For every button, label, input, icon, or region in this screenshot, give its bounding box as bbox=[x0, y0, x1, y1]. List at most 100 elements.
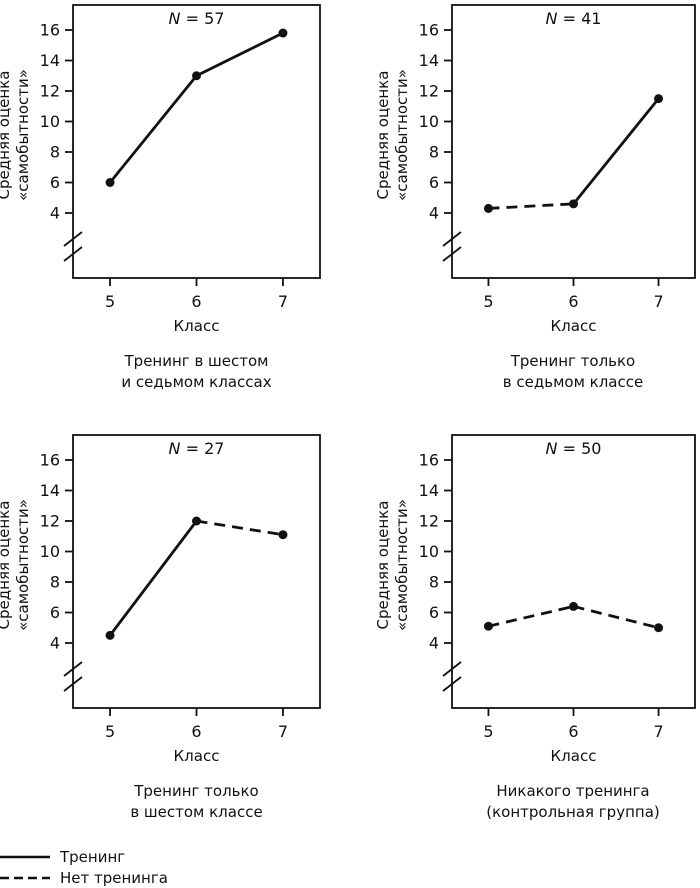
x-tick-label: 7 bbox=[653, 722, 663, 741]
data-point bbox=[105, 178, 115, 187]
y-axis-label-line1: Средняя оценка bbox=[374, 71, 392, 200]
sample-size-label: N = 41 bbox=[546, 9, 602, 28]
y-tick-label: 4 bbox=[50, 634, 60, 653]
axis-break-mark bbox=[63, 246, 83, 262]
y-tick-label: 6 bbox=[429, 173, 439, 192]
y-tick-label: 16 bbox=[419, 451, 439, 470]
panel-training-6th-and-7th: 4 6 8 10 12 14 16 5 6 7 Класс Средняя оценка «самобы… bbox=[0, 0, 350, 392]
caption-line: Тренинг только bbox=[134, 782, 259, 801]
y-tick-label: 4 bbox=[50, 204, 60, 223]
x-axis-label: Класс bbox=[174, 747, 220, 765]
training-segment bbox=[108, 74, 198, 184]
plot-frame bbox=[72, 4, 321, 279]
y-axis-label-line2: «самобытности» bbox=[393, 69, 411, 201]
data-point bbox=[278, 530, 288, 540]
line-chart-no-training-control: 4 6 8 10 12 14 16 5 6 7 Класс Средняя оценка «самобы… bbox=[374, 434, 696, 765]
x-tick-label: 7 bbox=[278, 722, 288, 741]
x-tick-label: 6 bbox=[568, 722, 578, 741]
panel-caption: Никакого тренинга (контрольная группа) bbox=[350, 781, 700, 822]
y-tick-label: 12 bbox=[40, 82, 60, 101]
training-segment bbox=[572, 97, 660, 205]
caption-line: (контрольная группа) bbox=[486, 803, 660, 822]
line-chart-training-6th-only: 4 6 8 10 12 14 16 5 6 7 Класс Средняя оценка «самобы… bbox=[0, 434, 321, 765]
legend: Тренинг Нет тренинга bbox=[0, 847, 700, 888]
data-point bbox=[569, 199, 578, 209]
x-axis-label: Класс bbox=[551, 317, 597, 335]
caption-line: Тренинг только bbox=[510, 352, 636, 370]
x-axis-label: Класс bbox=[551, 747, 597, 765]
x-tick-label: 6 bbox=[568, 292, 578, 311]
x-axis-label: Класс bbox=[174, 317, 220, 335]
panels-grid: 4 6 8 10 12 14 16 5 6 7 Класс Средняя оценка «самобы… bbox=[0, 0, 700, 822]
y-tick-label: 12 bbox=[40, 512, 60, 531]
y-tick-label: 6 bbox=[429, 603, 439, 622]
x-tick-label: 5 bbox=[483, 292, 493, 311]
plot-frame bbox=[451, 434, 696, 710]
y-axis-label-line1: Средняя оценка bbox=[0, 501, 13, 630]
caption-line: Тренинг в шестом bbox=[124, 352, 269, 370]
data-point bbox=[654, 623, 664, 633]
y-tick-label: 10 bbox=[419, 542, 439, 561]
training-segment bbox=[108, 520, 198, 637]
y-axis-label-line2: «самобытности» bbox=[14, 499, 32, 631]
legend-label: Нет тренинга bbox=[60, 869, 168, 888]
x-tick-label: 5 bbox=[105, 292, 115, 311]
line-chart-training-7th-only: 4 6 8 10 12 14 16 5 6 7 Класс Средняя оценка «самобы… bbox=[374, 4, 696, 335]
no-training-segment bbox=[488, 202, 574, 210]
y-axis-label-line1: Средняя оценка bbox=[0, 71, 13, 200]
y-tick-label: 8 bbox=[50, 143, 60, 162]
panel-caption: Тренинг в шестом и седьмом классах bbox=[0, 351, 350, 392]
x-tick-label: 7 bbox=[278, 292, 288, 311]
y-tick-label: 8 bbox=[50, 573, 60, 592]
data-point bbox=[569, 602, 578, 612]
data-point bbox=[654, 94, 664, 104]
y-tick-label: 6 bbox=[50, 603, 60, 622]
axis-break-mark bbox=[442, 231, 462, 247]
data-point bbox=[105, 631, 115, 641]
panel-no-training-control: 4 6 8 10 12 14 16 5 6 7 Класс Средняя оценка «самобы… bbox=[350, 430, 700, 822]
y-tick-label: 10 bbox=[40, 542, 60, 561]
sample-size-label: N = 50 bbox=[546, 439, 602, 458]
axis-break-mark bbox=[442, 676, 462, 693]
axis-break-mark bbox=[442, 246, 462, 262]
y-tick-label: 16 bbox=[40, 21, 60, 40]
training-segment bbox=[195, 31, 284, 78]
y-tick-label: 14 bbox=[40, 481, 60, 500]
panel-caption: Тренинг только в седьмом классе bbox=[350, 351, 700, 392]
data-point bbox=[278, 28, 288, 38]
x-tick-label: 7 bbox=[653, 292, 663, 311]
legend-item-no-training: Нет тренинга bbox=[0, 868, 700, 888]
caption-line: и седьмом классах bbox=[121, 372, 272, 391]
axis-break-mark bbox=[63, 676, 83, 693]
y-tick-label: 10 bbox=[419, 112, 439, 131]
y-tick-label: 4 bbox=[429, 204, 439, 223]
x-tick-label: 6 bbox=[191, 292, 201, 311]
y-tick-label: 12 bbox=[419, 82, 439, 101]
solid-line-swatch bbox=[0, 855, 50, 859]
y-tick-label: 14 bbox=[419, 481, 439, 500]
data-point bbox=[483, 622, 493, 632]
data-point bbox=[483, 203, 493, 213]
no-training-segment bbox=[488, 605, 574, 628]
sample-size-label: N = 57 bbox=[169, 9, 225, 28]
y-tick-label: 14 bbox=[40, 51, 60, 70]
y-axis-label-line1: Средняя оценка bbox=[374, 501, 392, 630]
no-training-segment bbox=[196, 519, 284, 537]
no-training-segment bbox=[573, 605, 659, 630]
y-axis-label-line2: «самобытности» bbox=[393, 499, 411, 631]
x-tick-label: 6 bbox=[191, 722, 201, 741]
plot-frame bbox=[451, 4, 696, 279]
line-chart-training-6th-and-7th: 4 6 8 10 12 14 16 5 6 7 Класс Средняя оценка «самобы… bbox=[0, 4, 321, 335]
panel-training-7th-only: 4 6 8 10 12 14 16 5 6 7 Класс Средняя оценка «самобы… bbox=[350, 0, 700, 392]
y-tick-label: 8 bbox=[429, 143, 439, 162]
data-point bbox=[192, 71, 201, 81]
axis-break-mark bbox=[63, 661, 83, 678]
axis-break-mark bbox=[63, 231, 83, 247]
legend-item-training: Тренинг bbox=[0, 847, 700, 868]
y-tick-label: 16 bbox=[419, 21, 439, 40]
caption-line: Никакого тренинга bbox=[496, 782, 650, 801]
y-tick-label: 16 bbox=[40, 451, 60, 470]
y-tick-label: 4 bbox=[429, 634, 439, 653]
y-axis-label-line2: «самобытности» bbox=[14, 69, 32, 201]
